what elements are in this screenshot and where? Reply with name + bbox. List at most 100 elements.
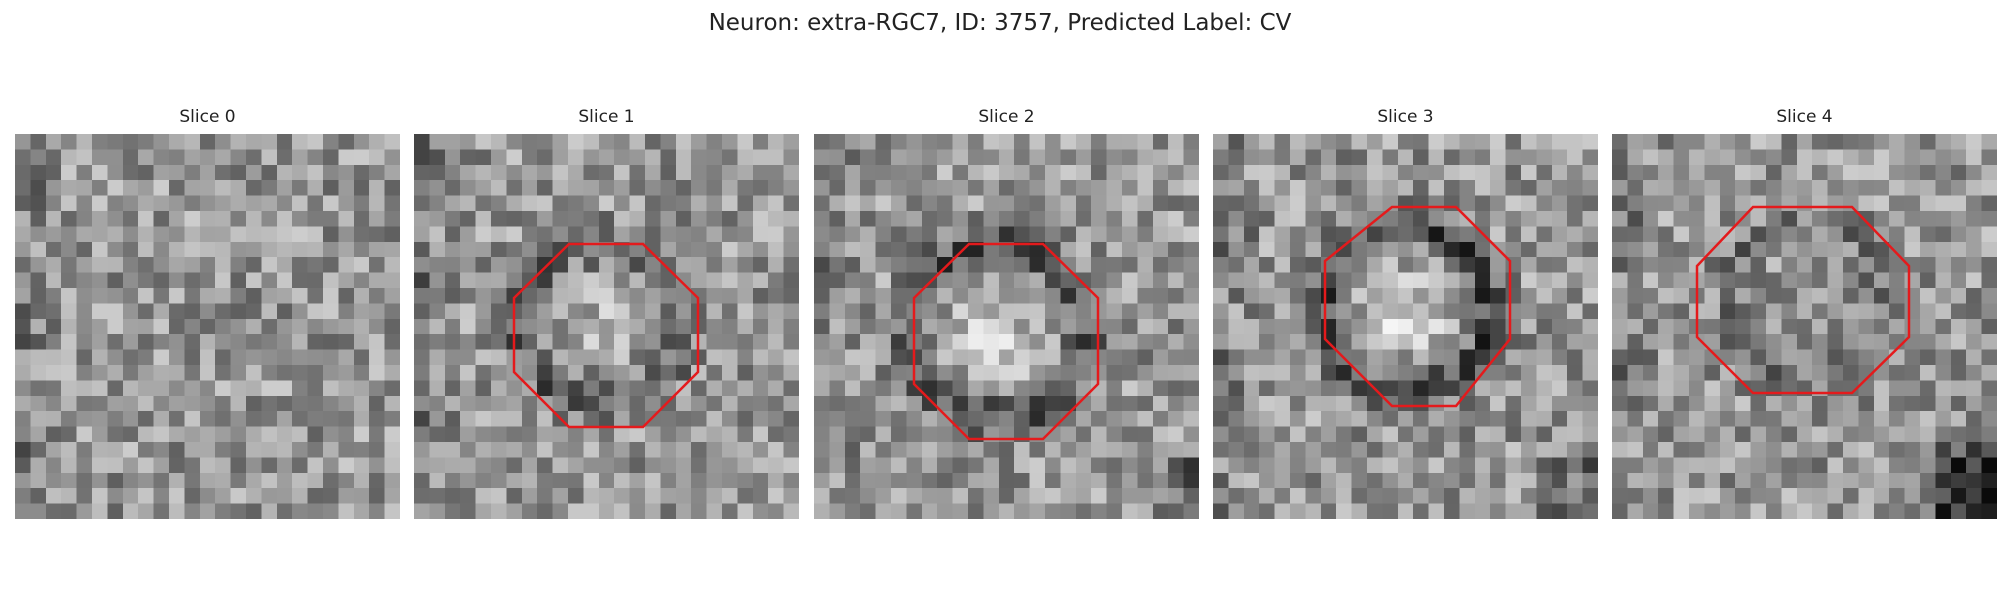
pixel [1704, 272, 1721, 289]
pixel [598, 426, 615, 443]
pixel [968, 395, 984, 412]
pixel [1966, 472, 1982, 489]
pixel [691, 442, 707, 458]
pixel [1704, 426, 1721, 443]
pixel [230, 303, 247, 320]
pixel [1642, 134, 1659, 150]
pixel [1367, 349, 1383, 366]
pixel [1505, 226, 1522, 243]
pixel [1106, 180, 1123, 196]
pixel [814, 164, 830, 181]
pixel [691, 365, 707, 381]
pixel [1812, 134, 1828, 150]
pixel [1505, 503, 1522, 519]
pixel [1673, 272, 1690, 289]
pixel [1444, 272, 1460, 289]
pixel [1843, 180, 1859, 196]
pixel [460, 426, 476, 443]
pixel [814, 134, 830, 150]
pixel [444, 395, 461, 412]
pixel [1382, 365, 1399, 381]
pixel [1827, 442, 1844, 458]
pixel [983, 457, 1000, 474]
pixel [1228, 457, 1245, 474]
pixel [246, 272, 262, 289]
pixel [323, 164, 339, 181]
pixel [1259, 288, 1275, 304]
pixel [1658, 457, 1674, 474]
pixel [1673, 472, 1690, 489]
pixel [199, 180, 216, 196]
pixel [552, 149, 569, 166]
pixel [1413, 472, 1429, 489]
pixel [537, 303, 553, 320]
pixel [983, 257, 1000, 273]
pixel [1168, 149, 1184, 166]
pixel [1060, 226, 1077, 243]
pixel [230, 288, 247, 304]
pixel [1920, 180, 1936, 196]
pixel [860, 272, 876, 289]
pixel [598, 457, 615, 474]
pixel [1627, 241, 1644, 258]
pixel [814, 472, 830, 489]
pixel [1351, 411, 1368, 427]
pixel [706, 411, 723, 427]
pixel [1505, 457, 1522, 474]
pixel [1935, 411, 1952, 427]
pixel [1474, 442, 1491, 458]
pixel [138, 395, 154, 412]
pixel [1290, 365, 1306, 381]
pixel [1045, 426, 1061, 443]
pixel [1935, 442, 1952, 458]
pixel [460, 241, 476, 258]
pixel [1642, 503, 1659, 519]
pixel [1889, 134, 1905, 150]
pixel [1873, 380, 1890, 397]
pixel [1290, 380, 1306, 397]
pixel [1642, 457, 1659, 474]
pixel [860, 457, 876, 474]
pixel [1428, 272, 1445, 289]
pixel [1274, 303, 1291, 320]
pixel [921, 349, 938, 366]
pixel [292, 226, 308, 243]
pixel [875, 380, 892, 397]
pixel [1152, 288, 1169, 304]
pixel [15, 442, 31, 458]
pixel [369, 318, 385, 335]
pixel [614, 334, 630, 350]
pixel [691, 503, 707, 519]
pixel [506, 411, 523, 427]
pixel [429, 442, 446, 458]
pixel [1152, 457, 1169, 474]
pixel [107, 211, 124, 227]
pixel [153, 349, 170, 366]
pixel [506, 226, 523, 243]
pixel [1045, 442, 1061, 458]
pixel [737, 195, 754, 212]
pixel [1122, 395, 1138, 412]
pixel [952, 211, 969, 227]
pixel [844, 365, 861, 381]
pixel [1490, 134, 1506, 150]
pixel [645, 272, 661, 289]
pixel [1060, 488, 1077, 504]
pixel [122, 334, 139, 350]
pixel [76, 318, 93, 335]
pixel [491, 241, 507, 258]
pixel [1213, 426, 1229, 443]
pixel [184, 365, 201, 381]
pixel [276, 472, 293, 489]
pixel [1320, 411, 1337, 427]
pixel [1521, 442, 1537, 458]
pixel [1137, 349, 1154, 366]
pixel [414, 134, 430, 150]
pixel [675, 134, 692, 150]
pixel [1351, 303, 1368, 320]
pixel [429, 318, 446, 335]
pixel [1014, 365, 1030, 381]
pixel [1843, 303, 1859, 320]
pixel [475, 365, 492, 381]
pixel [598, 442, 615, 458]
